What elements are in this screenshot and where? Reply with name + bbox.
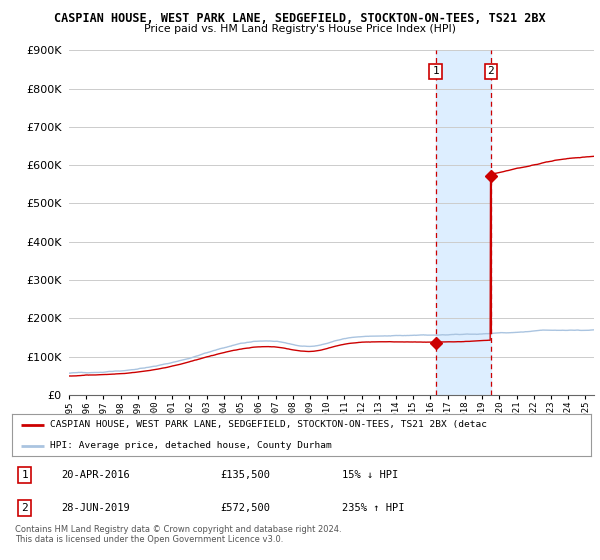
Text: CASPIAN HOUSE, WEST PARK LANE, SEDGEFIELD, STOCKTON-ON-TEES, TS21 2BX: CASPIAN HOUSE, WEST PARK LANE, SEDGEFIEL… (54, 12, 546, 25)
Text: 20-APR-2016: 20-APR-2016 (61, 470, 130, 480)
Bar (436, 50, 491, 395)
Text: CASPIAN HOUSE, WEST PARK LANE, SEDGEFIELD, STOCKTON-ON-TEES, TS21 2BX (detac: CASPIAN HOUSE, WEST PARK LANE, SEDGEFIEL… (50, 421, 487, 430)
Text: Price paid vs. HM Land Registry's House Price Index (HPI): Price paid vs. HM Land Registry's House … (144, 24, 456, 34)
Text: 2: 2 (487, 67, 494, 77)
Text: Contains HM Land Registry data © Crown copyright and database right 2024.
This d: Contains HM Land Registry data © Crown c… (15, 525, 341, 544)
Text: £572,500: £572,500 (220, 503, 271, 513)
Text: £135,500: £135,500 (220, 470, 271, 480)
Text: 235% ↑ HPI: 235% ↑ HPI (342, 503, 404, 513)
Text: 1: 1 (432, 67, 439, 77)
Text: 15% ↓ HPI: 15% ↓ HPI (342, 470, 398, 480)
Text: 1: 1 (22, 470, 28, 480)
Text: HPI: Average price, detached house, County Durham: HPI: Average price, detached house, Coun… (50, 441, 331, 450)
Text: 28-JUN-2019: 28-JUN-2019 (61, 503, 130, 513)
Text: 2: 2 (22, 503, 28, 513)
